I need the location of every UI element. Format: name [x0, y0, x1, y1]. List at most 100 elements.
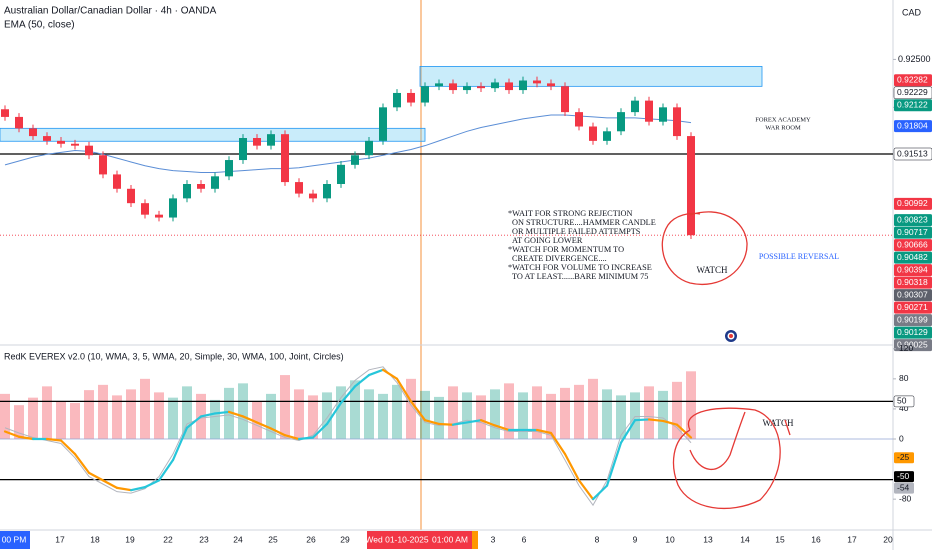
price-badge: [894, 251, 932, 264]
volume-bar: [364, 389, 374, 440]
x-tick-label: 14: [740, 534, 750, 544]
candle-body: [575, 112, 583, 127]
candle-body: [659, 107, 667, 122]
momentum-segment: [353, 373, 371, 388]
candle-body: [183, 184, 191, 199]
momentum-segment: [311, 422, 329, 439]
osc-badge: [894, 482, 914, 494]
y-tick-label: 120: [899, 343, 913, 353]
volume-bar: [378, 393, 388, 440]
x-tick-label: 17: [847, 534, 857, 544]
x-tick-label: 9: [633, 534, 638, 544]
candle-body: [449, 83, 457, 91]
momentum-segment: [563, 452, 581, 482]
price-badge: [894, 99, 932, 112]
y-tick-label: 0: [899, 433, 904, 443]
chart-title: Australian Dollar/Canadian Dollar · 4h ·…: [4, 6, 217, 17]
volume-bar: [392, 384, 402, 440]
volume-bar: [140, 378, 150, 440]
volume-bar: [616, 395, 626, 440]
candle-body: [267, 134, 275, 146]
momentum-segment: [367, 368, 385, 377]
currency: CAD: [902, 7, 922, 17]
volume-bar: [490, 389, 500, 440]
price-badge: [894, 239, 932, 252]
x-tick-label: 25: [268, 534, 278, 544]
momentum-segment: [339, 385, 357, 405]
candle-body: [393, 92, 401, 108]
volume-bar: [588, 378, 598, 440]
candle-body: [141, 203, 149, 215]
momentum-segment: [661, 419, 679, 426]
volume-bar: [42, 386, 52, 440]
time-badge: [367, 531, 472, 549]
candle-body: [561, 86, 569, 113]
volume-bar: [448, 386, 458, 440]
candle-body: [519, 80, 527, 91]
candle-body: [211, 176, 219, 189]
osc-badge-label: -50: [897, 471, 910, 481]
momentum-segment: [73, 452, 91, 474]
x-tick-label: 13: [703, 534, 713, 544]
candle-body: [547, 83, 555, 87]
momentum-segment: [269, 427, 287, 437]
momentum-segment: [115, 486, 133, 492]
candle-body: [295, 182, 303, 194]
price-badge-label: 0.90307: [897, 289, 928, 299]
note-line: *WATCH FOR VOLUME TO INCREASE: [508, 263, 652, 272]
x-tick-label: 16: [811, 534, 821, 544]
note-line: AT GOING LOWER: [512, 236, 583, 245]
volume-bar: [294, 389, 304, 440]
price-badge-label: 0.90394: [897, 264, 928, 274]
volume-bar: [532, 386, 542, 440]
y-tick-label: -80: [899, 493, 912, 503]
candle-body: [687, 136, 695, 236]
price-badge-label: 0.91804: [897, 120, 928, 130]
x-tick-label: Wed 01-10-2025: [365, 534, 428, 544]
momentum-segment: [283, 434, 301, 441]
price-badge: [894, 276, 932, 289]
indicator-title: RedK EVEREX v2.0 (10, WMA, 3, 5, WMA, 20…: [4, 351, 344, 361]
volume-bar: [210, 399, 220, 440]
volume-bar: [84, 390, 94, 440]
candle-body: [85, 145, 93, 156]
volume-bar: [644, 386, 654, 440]
volume-bar: [14, 405, 24, 440]
momentum-segment: [409, 400, 427, 422]
candle-body: [225, 160, 233, 177]
price-badge-label: 0.90717: [897, 227, 928, 237]
volume-bar: [462, 392, 472, 440]
volume-bar: [112, 395, 122, 440]
momentum-segment: [479, 419, 497, 427]
candle-body: [281, 134, 289, 183]
x-tick-label: 3: [491, 534, 496, 544]
price-badge-label: 0.90025: [897, 339, 928, 349]
volume-bar: [560, 387, 570, 440]
annotation: WATCH: [763, 418, 794, 428]
momentum-segment: [675, 423, 693, 439]
volume-bar: [434, 396, 444, 440]
momentum-segment: [423, 419, 441, 426]
y-tick-label: 80: [899, 373, 909, 383]
volume-bar: [322, 392, 332, 440]
volume-bar: [126, 389, 136, 440]
volume-bar: [476, 395, 486, 440]
volume-bar: [602, 389, 612, 440]
candle-body: [505, 82, 513, 91]
time-badge: [472, 531, 478, 549]
candle-body: [365, 140, 373, 156]
volume-bar: [308, 395, 318, 440]
momentum-segment: [619, 419, 637, 444]
volume-bar: [350, 380, 360, 440]
candle-body: [155, 214, 163, 218]
momentum-segment: [45, 437, 63, 442]
momentum-segment: [255, 421, 273, 430]
momentum-segment: [213, 410, 231, 415]
volume-bar: [238, 383, 248, 440]
momentum-segment: [59, 439, 77, 456]
note-line: TO AT LEAST......BARE MINIMUM 75: [512, 272, 648, 281]
candle-body: [15, 116, 23, 129]
annotation: WATCH: [697, 265, 728, 275]
